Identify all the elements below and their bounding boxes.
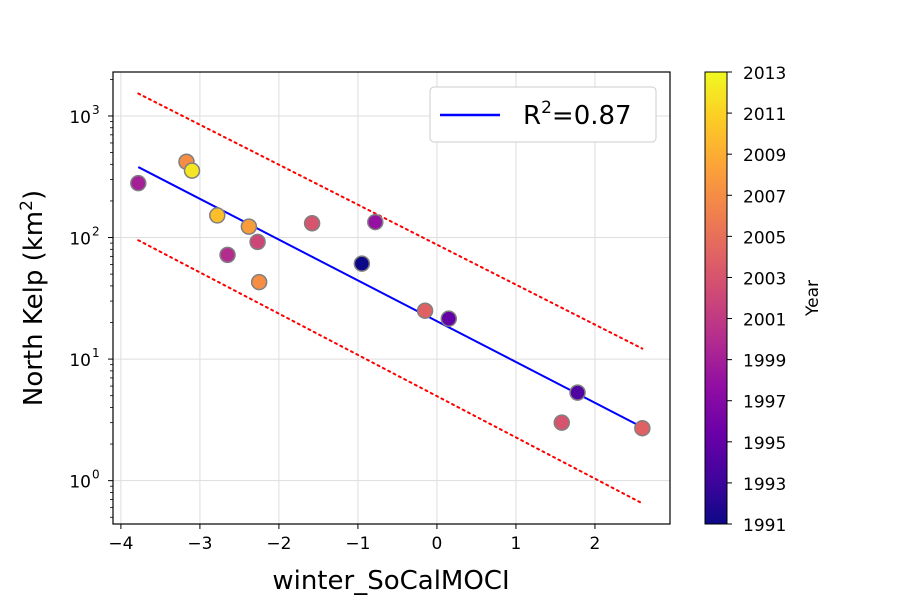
colorbar-tick-label: 2013 (743, 64, 786, 84)
data-point (634, 419, 651, 437)
x-tick-label: −3 (187, 534, 212, 554)
plot-area-frame (112, 71, 671, 525)
x-tick-label: −1 (345, 534, 370, 554)
data-point (303, 215, 321, 232)
data-points (130, 153, 651, 437)
data-point (367, 213, 384, 231)
prediction-bounds (137, 92, 644, 505)
y-tick-exponent: 2 (92, 225, 100, 239)
colorbar-tick-label: 2001 (743, 311, 786, 331)
y-tick-exponent: 0 (92, 468, 100, 482)
grid-lines (113, 72, 670, 524)
y-axis-label: North Kelp (km2) (17, 190, 49, 406)
x-tick-label: 0 (432, 534, 443, 554)
data-point (353, 255, 371, 272)
data-point (183, 162, 201, 179)
prediction-bound-line (137, 239, 644, 505)
x-axis-ticks: −4 −3 −2 −1 0 1 2 (108, 524, 600, 554)
colorbar-tick-label: 1995 (743, 434, 786, 454)
fit-line-group (137, 166, 643, 429)
colorbar-tick-label: 2003 (743, 269, 786, 289)
y-tick-exponent: 1 (92, 346, 100, 360)
data-point (219, 246, 236, 264)
colorbar-label: Year (803, 280, 823, 317)
x-tick-label: 2 (590, 534, 601, 554)
data-point (569, 384, 586, 401)
y-tick-label: 10 (69, 351, 91, 371)
legend-label: R2=0.87 (523, 98, 632, 131)
y-tick-label: 10 (69, 230, 91, 250)
data-point (209, 207, 226, 224)
y-tick-exponent: 3 (92, 103, 100, 117)
x-tick-label: 1 (511, 534, 522, 554)
colorbar-tick-label: 1991 (743, 516, 786, 536)
colorbar-tick-label: 1999 (743, 352, 786, 372)
x-tick-label: −2 (266, 534, 291, 554)
data-point (440, 310, 458, 327)
colorbar-tick-label: 2007 (743, 187, 786, 207)
regression-fit-line (137, 166, 643, 429)
colorbar-tick-label: 1993 (743, 475, 786, 495)
colorbar-gradient (704, 71, 728, 525)
data-point (249, 233, 266, 251)
y-tick-label: 10 (69, 108, 91, 128)
colorbar-tick-label: 2005 (743, 228, 786, 248)
y-tick-label: 10 (69, 473, 91, 493)
colorbar-tick-label: 2009 (743, 146, 786, 166)
x-axis-label: winter_SoCalMOCI (272, 566, 509, 596)
x-tick-label: −4 (108, 534, 133, 554)
data-point (250, 273, 268, 291)
data-point (240, 218, 258, 235)
colorbar-tick-label: 2011 (743, 105, 786, 125)
data-point (553, 414, 571, 431)
legend: R2=0.87 (429, 86, 657, 143)
colorbar-ticks: 1991 1993 1995 1997 1999 2001 2003 2005 2007 2009… (727, 64, 786, 536)
legend-box (429, 86, 657, 143)
colorbar-tick-label: 1997 (743, 393, 786, 413)
data-point (416, 302, 434, 319)
data-point (130, 174, 147, 192)
colorbar: 1991 1993 1995 1997 1999 2001 2003 2005 2007 2009… (704, 64, 823, 536)
prediction-bound-line (137, 92, 644, 350)
